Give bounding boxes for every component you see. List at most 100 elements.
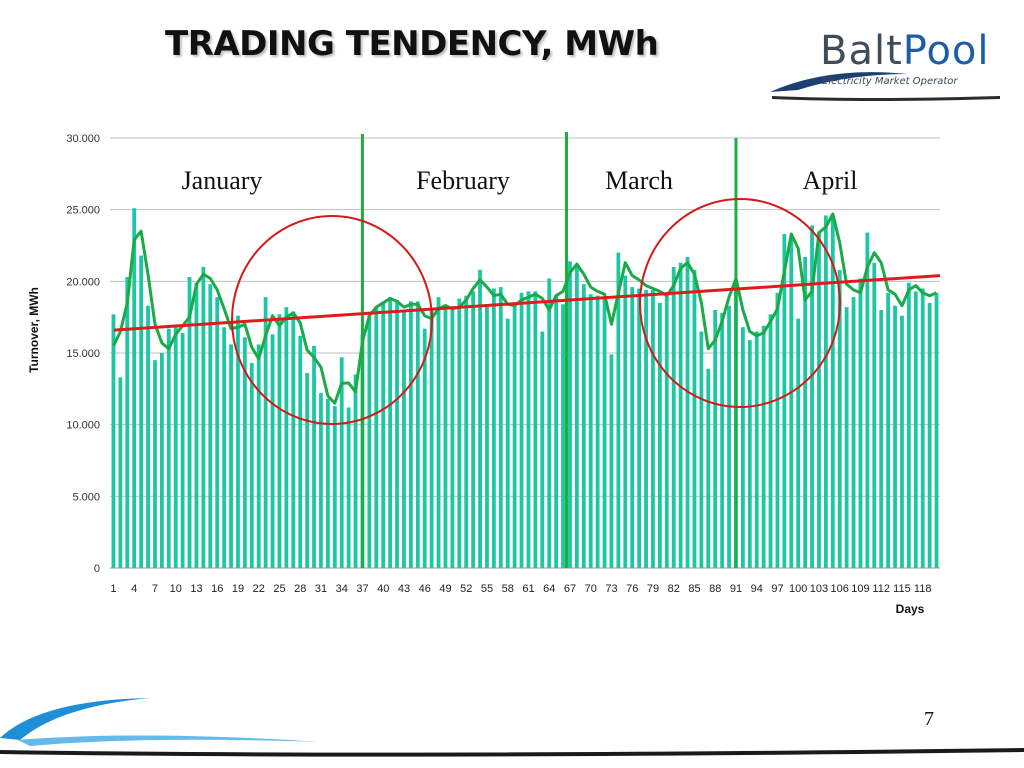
bar-day-6 <box>146 305 150 568</box>
bar-day-92 <box>740 327 745 568</box>
bars-layer <box>111 208 939 569</box>
bar-day-100 <box>796 318 801 568</box>
highlight-circle-layer <box>231 198 841 425</box>
bar-day-77 <box>637 288 642 568</box>
trend-line <box>113 274 941 332</box>
bar-day-3 <box>125 277 130 568</box>
bar-day-64 <box>547 278 552 568</box>
bar-day-69 <box>581 284 586 568</box>
bar-day-20 <box>242 337 247 568</box>
bar-day-44 <box>408 301 413 568</box>
bottom-swoosh-icon <box>0 698 1024 757</box>
bar-day-113 <box>886 292 891 568</box>
bar-day-31 <box>319 393 323 568</box>
x-tick-label: 64 <box>543 583 555 595</box>
y-axis-label: Turnover, MWh <box>27 287 41 373</box>
x-tick-label: 94 <box>751 583 763 595</box>
y-tick-label: 15.000 <box>66 348 100 360</box>
bar-day-79 <box>651 289 655 568</box>
x-tick-label: 67 <box>564 583 576 595</box>
x-tick-label: 91 <box>730 583 742 595</box>
bar-day-114 <box>893 305 897 568</box>
bar-day-71 <box>595 295 600 568</box>
bar-day-29 <box>305 373 310 568</box>
x-tick-label: 106 <box>831 583 849 595</box>
bar-day-41 <box>388 297 393 568</box>
lines-layer <box>112 212 941 405</box>
page-number: 7 <box>924 708 934 730</box>
bar-day-35 <box>346 407 351 568</box>
logo-subtitle: Electricity Market Operator <box>822 76 958 87</box>
x-tick-label: 97 <box>771 583 783 595</box>
bar-day-58 <box>505 318 510 568</box>
bar-day-40 <box>381 302 386 568</box>
month-label-february: February <box>416 166 510 195</box>
bar-day-88 <box>713 310 718 568</box>
bar-day-13 <box>194 282 199 568</box>
bar-day-119 <box>927 302 932 568</box>
bar-day-103 <box>817 232 821 568</box>
bar-day-12 <box>187 277 192 568</box>
bar-day-80 <box>657 302 662 568</box>
x-tick-label: 49 <box>439 583 451 595</box>
bar-day-5 <box>139 255 144 569</box>
y-tick-label: 10.000 <box>66 420 100 432</box>
bar-day-111 <box>872 262 877 568</box>
bar-day-38 <box>367 315 372 568</box>
bar-day-67 <box>568 261 572 568</box>
x-tick-label: 109 <box>851 583 869 595</box>
bar-day-68 <box>574 265 579 568</box>
bar-day-112 <box>879 310 884 568</box>
bar-day-117 <box>913 291 918 568</box>
bar-day-43 <box>402 311 406 568</box>
x-tick-label: 55 <box>481 583 493 595</box>
x-tick-label: 1 <box>110 583 116 595</box>
y-tick-label: 5.000 <box>72 491 100 503</box>
bar-day-24 <box>270 334 275 568</box>
bar-day-110 <box>865 232 870 568</box>
x-tick-label: 118 <box>914 583 932 595</box>
bar-day-63 <box>540 331 545 568</box>
y-tick-label: 20.000 <box>66 276 100 288</box>
bar-day-60 <box>519 292 524 568</box>
baltpool-logo: BaltPool Electricity Market Operator <box>768 26 1004 102</box>
bar-day-30 <box>312 345 316 568</box>
bar-day-84 <box>685 256 690 568</box>
bar-day-22 <box>256 344 261 568</box>
x-tick-label: 22 <box>253 583 265 595</box>
bar-day-83 <box>678 262 683 568</box>
bar-day-2 <box>118 377 123 568</box>
bar-day-19 <box>236 315 240 568</box>
bar-day-120 <box>934 292 939 568</box>
bar-day-55 <box>485 304 489 568</box>
bar-day-28 <box>298 335 303 568</box>
bar-day-118 <box>920 288 925 568</box>
bar-day-8 <box>159 353 164 568</box>
highlight-circle-january <box>231 215 433 425</box>
x-tick-label: 85 <box>688 583 700 595</box>
bar-day-97 <box>775 292 780 568</box>
x-tick-label: 70 <box>585 583 597 595</box>
bar-day-33 <box>332 406 337 568</box>
bar-day-7 <box>153 360 157 568</box>
bar-day-50 <box>450 308 455 568</box>
x-tick-label: 10 <box>170 583 182 595</box>
bar-day-104 <box>823 215 828 568</box>
bar-day-15 <box>208 284 213 568</box>
x-tick-label: 88 <box>709 583 721 595</box>
bar-day-14 <box>201 267 206 568</box>
bar-day-93 <box>747 340 752 568</box>
bar-day-26 <box>284 307 289 568</box>
bar-day-39 <box>374 307 379 568</box>
x-tick-label: 7 <box>152 583 158 595</box>
bar-day-72 <box>602 297 607 568</box>
bar-day-57 <box>498 287 503 568</box>
x-tick-label: 76 <box>626 583 638 595</box>
x-axis-label: Days <box>896 602 925 616</box>
bar-day-102 <box>810 225 814 568</box>
bar-day-25 <box>277 314 282 568</box>
bar-day-48 <box>436 297 441 568</box>
bar-day-16 <box>215 297 220 568</box>
